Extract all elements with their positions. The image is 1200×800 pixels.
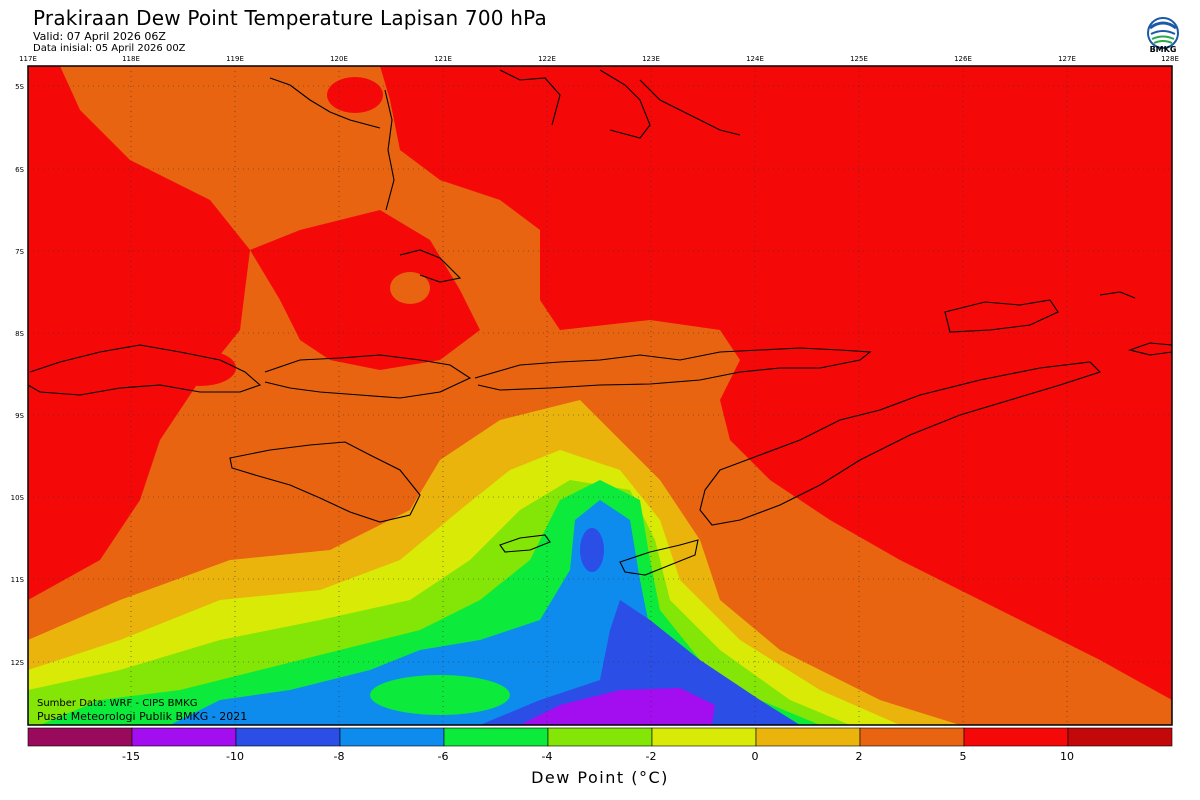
lon-label: 117E xyxy=(19,55,37,63)
field-orange-blob xyxy=(390,272,430,304)
credit: Pusat Meteorologi Publik BMKG - 2021 xyxy=(37,710,248,723)
field-red-east xyxy=(380,66,1172,700)
field-red-blob xyxy=(327,77,383,113)
field-purple xyxy=(520,688,715,725)
lon-label: 128E xyxy=(1161,55,1179,63)
lon-label: 125E xyxy=(850,55,868,63)
colorbar-segment xyxy=(443,727,549,747)
lat-label: 8S xyxy=(15,330,24,338)
lon-label: 118E xyxy=(122,55,140,63)
field-red-blob xyxy=(164,350,236,386)
lat-label: 5S xyxy=(15,83,24,91)
colorbar-segment xyxy=(651,727,757,747)
colorbar xyxy=(27,727,1173,747)
initial-data-time: Data inisial: 05 April 2026 00Z xyxy=(33,43,186,54)
lon-label: 126E xyxy=(954,55,972,63)
bmkg-logo-icon xyxy=(1147,17,1179,49)
lat-label: 9S xyxy=(15,412,24,420)
colorbar-tick-label: -8 xyxy=(333,750,345,763)
field-darkblue-blob xyxy=(580,528,604,572)
colorbar-segment xyxy=(1067,727,1173,747)
colorbar-tick-label: -6 xyxy=(437,750,449,763)
lon-labels: 117E 118E 119E 120E 121E 122E 123E 124E … xyxy=(19,55,1179,63)
logo-label: BMKG xyxy=(1149,45,1177,54)
lon-label: 124E xyxy=(746,55,764,63)
field-darkblue xyxy=(480,600,800,725)
colorbar-segment xyxy=(27,727,133,747)
colorbar-segment xyxy=(235,727,341,747)
lon-label: 122E xyxy=(538,55,556,63)
colorbar-segment xyxy=(755,727,861,747)
colorbar-segment xyxy=(963,727,1069,747)
lon-label: 119E xyxy=(226,55,244,63)
colorbar-tick-label: -4 xyxy=(541,750,553,763)
colorbar-segment xyxy=(859,727,965,747)
colorbar-tick-label: 2 xyxy=(855,750,863,763)
lon-label: 127E xyxy=(1058,55,1076,63)
lat-label: 7S xyxy=(15,248,24,256)
coastlines xyxy=(28,69,1172,576)
colorbar-segment xyxy=(339,727,445,747)
graticule xyxy=(28,66,1172,725)
valid-time: Valid: 07 April 2026 06Z xyxy=(33,30,166,43)
field-red-band xyxy=(250,210,480,370)
colorbar-tick-label: -15 xyxy=(122,750,140,763)
lon-label: 121E xyxy=(434,55,452,63)
colorbar-title: Dew Point (°C) xyxy=(531,768,669,787)
lon-label: 120E xyxy=(330,55,348,63)
colorbar-tick-label: 0 xyxy=(751,750,759,763)
colorbar-tick-label: 10 xyxy=(1060,750,1074,763)
field-green-blob xyxy=(370,675,510,715)
field-red-blob xyxy=(110,338,170,366)
map-title: Prakiraan Dew Point Temperature Lapisan … xyxy=(33,6,547,30)
lon-label: 123E xyxy=(642,55,660,63)
colorbar-tick-label: -10 xyxy=(226,750,244,763)
lat-labels: 5S 6S 7S 8S 9S 10S 11S 12S xyxy=(11,83,25,667)
lat-label: 6S xyxy=(15,166,24,174)
lat-label: 10S xyxy=(11,494,25,502)
map-frame xyxy=(27,65,1173,726)
colorbar-segment xyxy=(547,727,653,747)
lat-label: 12S xyxy=(11,659,25,667)
colorbar-tick-label: 5 xyxy=(959,750,967,763)
lat-label: 11S xyxy=(11,576,25,584)
data-source: Sumber Data: WRF - CIPS BMKG xyxy=(37,698,198,709)
colorbar-segment xyxy=(131,727,237,747)
colorbar-tick-label: -2 xyxy=(645,750,657,763)
